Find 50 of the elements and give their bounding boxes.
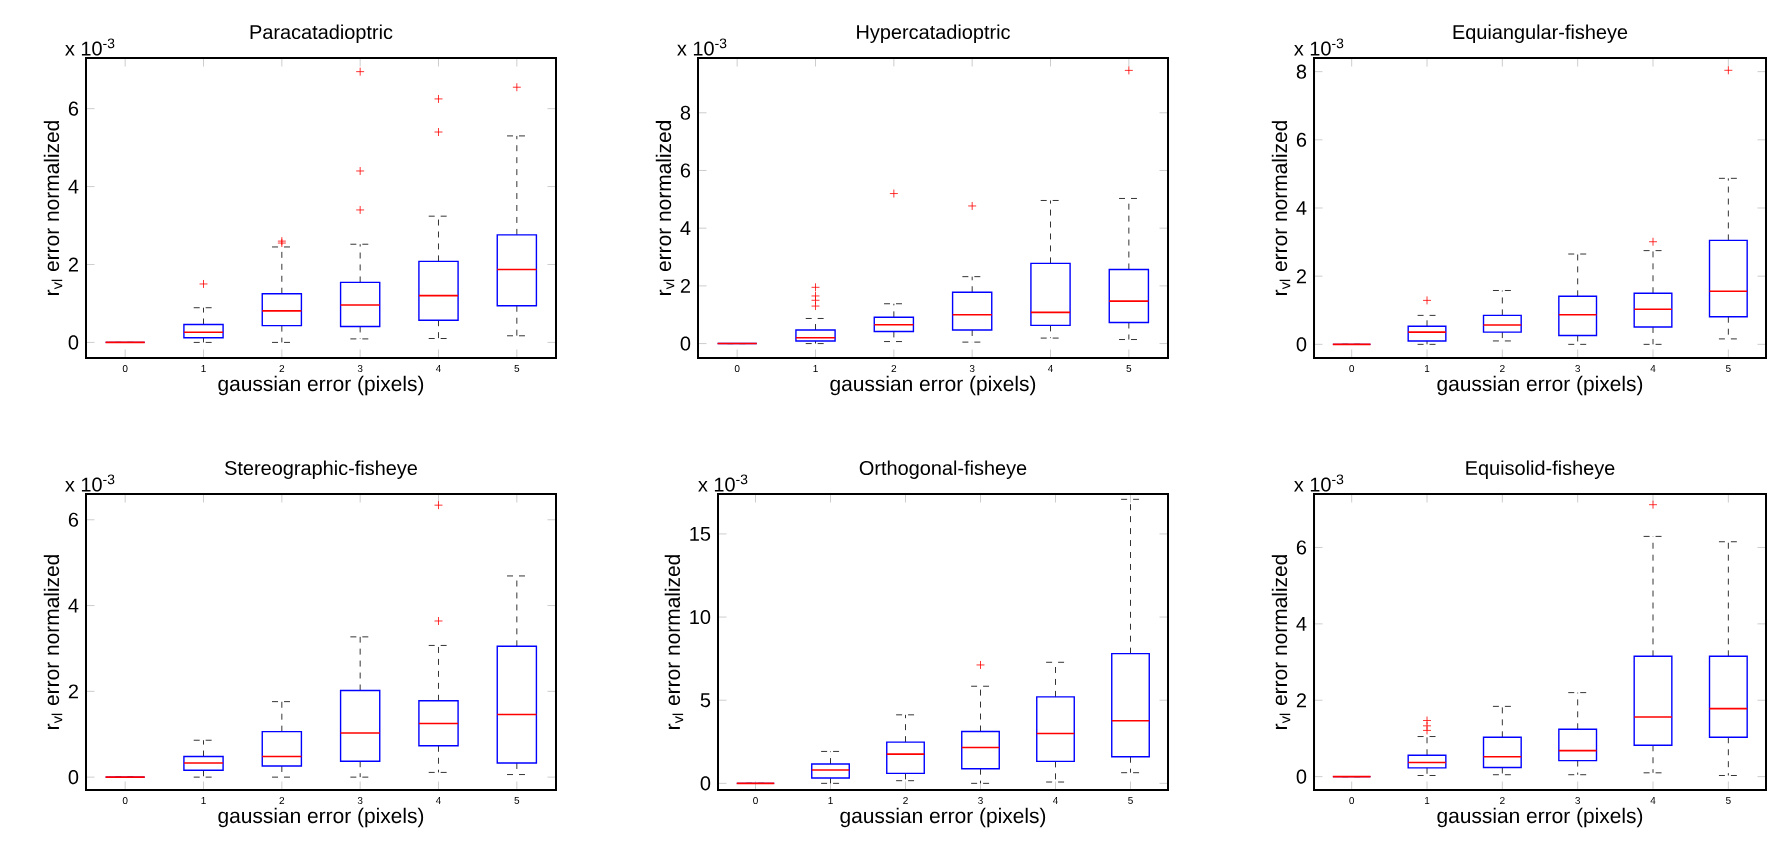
y-tick-label: 10 (690, 610, 711, 625)
y-axis-title: r$_{vl}$ error normalized (43, 555, 63, 729)
y-tick-label: 2 (68, 257, 78, 272)
x-axis-title: gaussian error (pixels) (218, 375, 424, 396)
y-tick-label: 0 (1296, 337, 1307, 352)
y-tick-label: 6 (68, 101, 79, 116)
x-axis-title: gaussian error (pixels) (830, 375, 1036, 396)
y-axis-title: r$_{vl}$ error normalized (1271, 555, 1291, 729)
y-tick-label: 15 (690, 526, 711, 541)
y-tick-label: 2 (680, 278, 690, 293)
chart-title: Orthogonal-fisheye (859, 460, 1027, 479)
chart-title: Equiangular-fisheye (1453, 24, 1628, 44)
y-tick-label: 4 (1296, 616, 1307, 631)
y-tick-label: 0 (700, 776, 711, 791)
chart-title: Equisolid-fisheye (1466, 460, 1615, 479)
y-tick-label: 4 (68, 598, 79, 613)
text: x 10$^{-3}$ (65, 474, 115, 492)
chart-title: Hypercatadioptric (857, 24, 1010, 43)
x-axis-title: gaussian error (pixels) (218, 807, 424, 828)
y-tick-label: 2 (1296, 269, 1306, 284)
y-tick-label: 6 (1296, 132, 1307, 147)
x-axis-title: gaussian error (pixels) (840, 807, 1046, 828)
chart-title: Paracatadioptric (250, 24, 393, 43)
chart-title: Stereographic-fisheye (224, 460, 417, 480)
y-tick-label: 4 (1296, 201, 1307, 215)
x-axis-title: gaussian error (pixels) (1437, 807, 1643, 828)
y-tick-label: 2 (1296, 693, 1306, 708)
y-tick-label: 8 (1296, 64, 1307, 79)
y-tick-label: 5 (700, 693, 711, 708)
y-axis-title: r$_{vl}$ error normalized (1271, 121, 1291, 295)
y-tick-label: 6 (680, 163, 691, 178)
y-tick-label: 0 (68, 770, 79, 785)
text: x 10$^{-3}$ (1294, 38, 1344, 56)
y-tick-label: 4 (680, 221, 691, 236)
text: x 10$^{-3}$ (698, 474, 748, 492)
y-tick-label: 0 (680, 336, 691, 351)
text: x 10$^{-3}$ (677, 38, 727, 56)
text: x 10$^{-3}$ (1294, 474, 1344, 492)
y-axis-title: r$_{vl}$ error normalized (655, 121, 675, 295)
y-tick-label: 4 (68, 179, 79, 194)
y-axis-title: r$_{vl}$ error normalized (43, 121, 63, 295)
y-tick-label: 0 (1296, 769, 1307, 784)
x-axis-title: gaussian error (pixels) (1437, 375, 1643, 396)
text: x 10$^{-3}$ (65, 38, 115, 56)
y-axis-title: r$_{vl}$ error normalized (664, 555, 684, 729)
y-tick-label: 2 (68, 684, 78, 699)
y-tick-label: 6 (1296, 540, 1307, 555)
y-tick-label: 6 (68, 512, 79, 527)
y-tick-label: 8 (680, 105, 691, 120)
y-tick-label: 0 (68, 335, 79, 350)
